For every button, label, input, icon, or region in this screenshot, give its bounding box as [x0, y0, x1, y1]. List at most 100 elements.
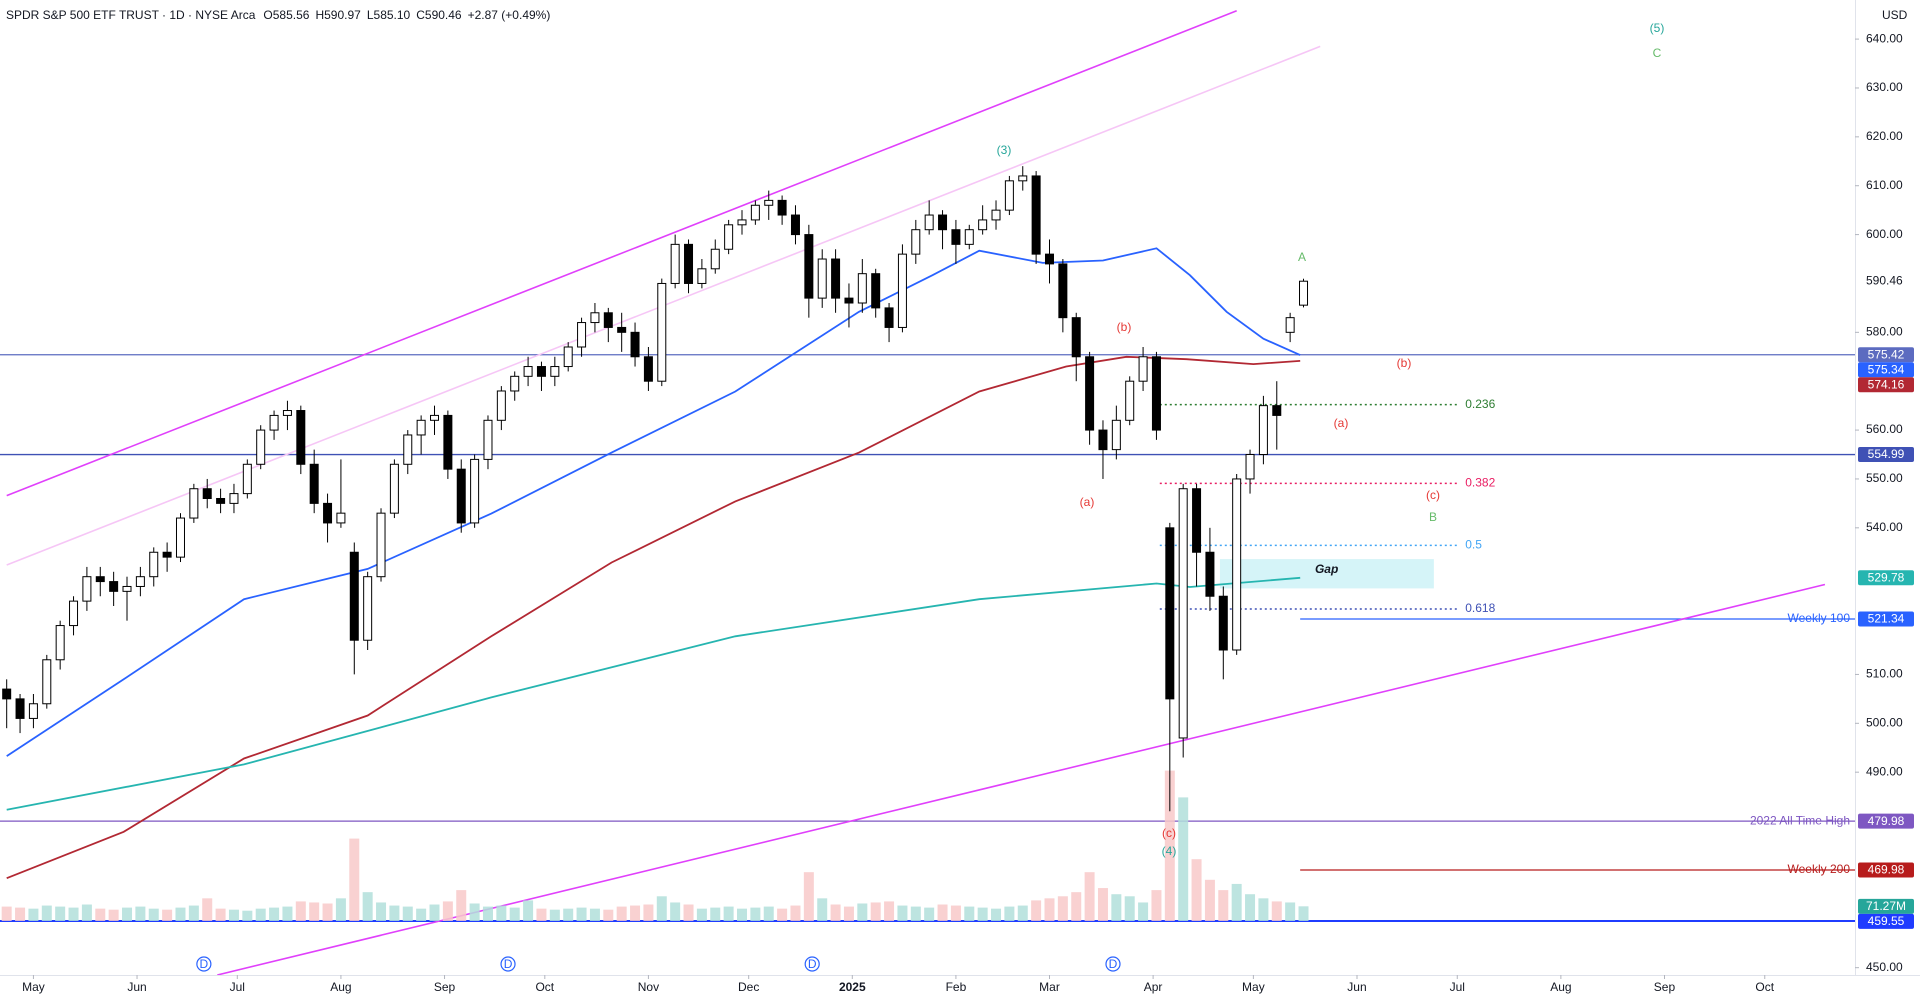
candle-body: [804, 234, 814, 299]
y-tick-label: 550.00: [1866, 471, 1903, 485]
candle-body: [242, 463, 252, 495]
gap-zone: [1219, 559, 1434, 589]
fib-label: 0.618: [1465, 601, 1495, 615]
volume-bar: [563, 908, 574, 921]
volume-bar: [335, 898, 346, 921]
volume-bar: [228, 909, 239, 921]
candle-body: [670, 243, 680, 284]
axis-value-label: 71.27M: [1866, 899, 1906, 913]
candle-body: [911, 229, 921, 255]
axis-value-box: [1858, 862, 1914, 878]
volume-bar: [28, 908, 39, 921]
x-tick-label: May: [1242, 980, 1265, 994]
volume-bar: [1258, 898, 1269, 921]
candle-body: [55, 625, 65, 661]
candle-body: [590, 312, 600, 324]
volume-bar: [1097, 888, 1108, 921]
x-tick-label: Mar: [1039, 980, 1060, 994]
candle-body: [577, 322, 587, 348]
x-tick-label: Nov: [638, 980, 659, 994]
volume-bar: [643, 904, 654, 921]
wave-label: (c): [1162, 826, 1176, 840]
candle-body: [15, 698, 25, 719]
candle-body: [95, 576, 105, 583]
volume-bar: [1, 906, 12, 921]
candle-body: [122, 585, 132, 592]
candle-body: [550, 366, 560, 377]
volume-bar: [362, 892, 373, 921]
candle-body: [416, 419, 426, 436]
y-tick-label: 540.00: [1866, 520, 1903, 534]
candle-body: [149, 551, 159, 578]
candle-body: [951, 229, 961, 245]
candle-body: [349, 551, 359, 641]
y-tick-label: 490.00: [1866, 764, 1903, 778]
candle-body: [363, 576, 373, 641]
volume-bar: [884, 901, 895, 921]
volume-bar: [68, 907, 79, 921]
plot-area: [0, 10, 1855, 975]
volume-bar: [616, 906, 627, 921]
volume-bar: [509, 907, 520, 921]
volume-bar: [41, 905, 52, 921]
candle-body: [897, 253, 907, 328]
x-tick-label: Sep: [434, 980, 456, 994]
candle-body: [1004, 180, 1014, 211]
volume-bar: [630, 905, 641, 921]
wave-label: (b): [1397, 356, 1412, 370]
level-label: Weekly 100: [1788, 611, 1851, 625]
wave-label: (a): [1334, 416, 1349, 430]
candle-body: [1245, 454, 1255, 480]
x-tick-label: Oct: [1755, 980, 1774, 994]
candle-body: [1071, 317, 1081, 358]
y-tick-label: 640.00: [1866, 31, 1903, 45]
volume-bar: [269, 907, 280, 921]
axis-value-box: [1858, 447, 1914, 463]
high-label: H590.97: [315, 8, 361, 22]
x-tick-label: Jun: [127, 980, 146, 994]
candle-body: [750, 204, 760, 221]
volume-bar: [964, 906, 975, 921]
close-label: C590.46: [416, 8, 462, 22]
volume-bar: [723, 906, 734, 921]
volume-bar: [1164, 770, 1175, 921]
volume-bar: [1084, 872, 1095, 921]
candle-body: [376, 512, 386, 578]
candle-body: [777, 199, 787, 216]
wave-label: (3): [997, 143, 1012, 157]
axis-value-label: 575.34: [1868, 362, 1905, 376]
currency: USD: [1882, 8, 1908, 22]
candle-body: [28, 703, 38, 719]
candle-body: [764, 199, 774, 206]
candle-body: [135, 576, 145, 587]
volume-bar: [870, 902, 881, 921]
volume-bar: [175, 907, 186, 921]
volume-bar: [442, 901, 453, 921]
axis-value-box: [1858, 898, 1914, 914]
axis-value-label: 575.42: [1868, 347, 1905, 361]
dividend-marker: [1105, 956, 1121, 972]
volume-bar: [122, 907, 133, 921]
dividend-marker: [196, 956, 212, 972]
candle-body: [630, 331, 640, 358]
volume-bar: [737, 908, 747, 921]
volume-bar: [750, 907, 761, 921]
volume-bar: [322, 903, 333, 921]
candle-body: [282, 410, 292, 416]
candle-body: [871, 273, 881, 309]
candle-body: [1151, 356, 1161, 431]
volume-bar: [1178, 797, 1189, 921]
candle-body: [82, 576, 92, 602]
axis-value-box: [1858, 362, 1914, 378]
candle-body: [202, 488, 212, 499]
volume-bar: [910, 906, 921, 921]
open-label: O585.56: [263, 8, 309, 22]
volume-bar: [389, 905, 400, 921]
candle-body: [1272, 405, 1282, 416]
volume-bar: [255, 908, 266, 921]
axis-value-box: [1858, 611, 1914, 627]
candle-body: [496, 390, 506, 421]
axis-value-box: [1858, 347, 1914, 363]
